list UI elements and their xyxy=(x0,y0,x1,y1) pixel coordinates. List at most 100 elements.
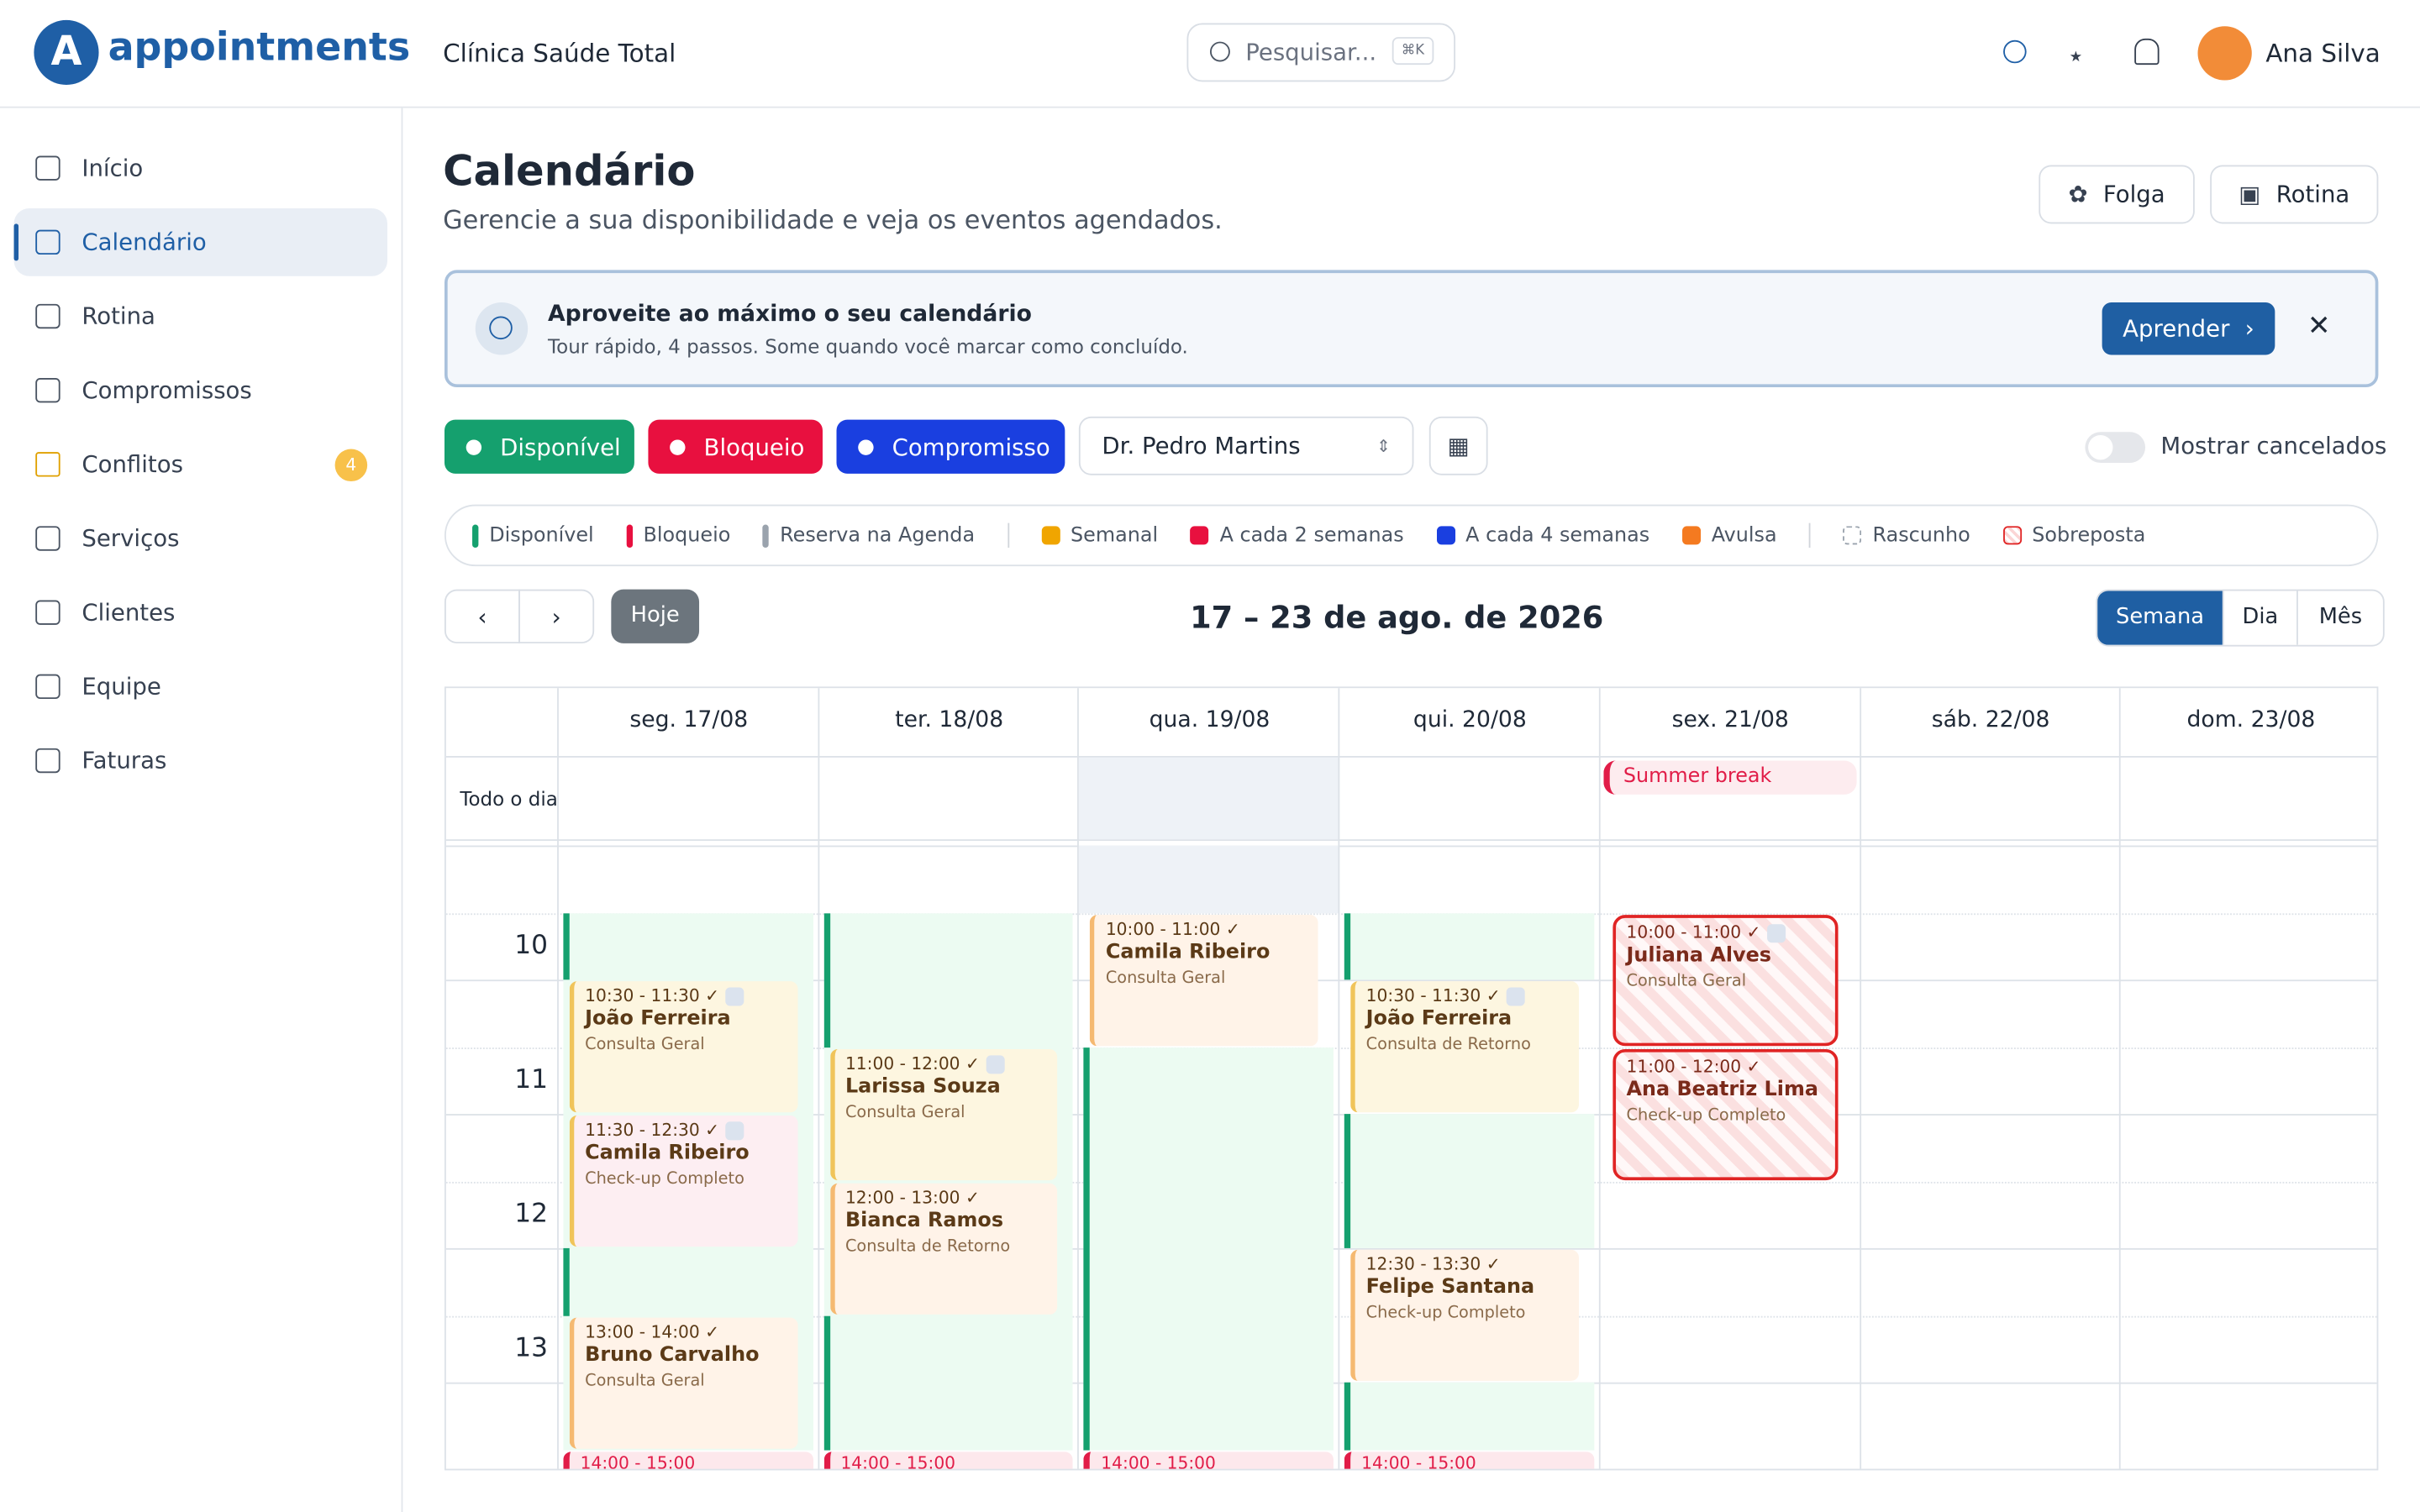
event[interactable]: 10:00 - 11:00 ✓ Camila Ribeiro Consulta Ge… xyxy=(1090,914,1318,1046)
grid-line xyxy=(445,979,2377,982)
nav-item[interactable]: Conflitos 4 xyxy=(14,430,387,498)
calendar-off-button[interactable]: ▦ xyxy=(1428,416,1488,475)
nav-icon xyxy=(35,378,60,403)
nav-item[interactable]: Equipe xyxy=(14,653,387,721)
filter-pill[interactable]: Compromisso xyxy=(836,419,1065,474)
nav-item[interactable]: Clientes xyxy=(14,579,387,647)
availability-bar xyxy=(823,912,830,1047)
bell-icon[interactable] xyxy=(2134,38,2160,66)
availability-bar xyxy=(1344,912,1351,980)
event-name: Bruno Carvalho xyxy=(585,1342,760,1367)
availability xyxy=(1344,912,1594,980)
banner-title: Aproveite ao máximo o seu calendário xyxy=(548,302,1032,328)
legend-swatch xyxy=(472,523,479,548)
legend-item: A cada 2 semanas xyxy=(1190,524,1404,547)
nav-item[interactable]: Rotina xyxy=(14,282,387,350)
all-day-line xyxy=(445,839,2377,848)
compass-icon[interactable] xyxy=(2003,39,2027,64)
filter-label: Compromisso xyxy=(892,433,1050,461)
event[interactable]: 11:30 - 12:30 ✓ Camila Ribeiro Check-up Co… xyxy=(569,1115,798,1247)
nav-item[interactable]: Serviços xyxy=(14,505,387,573)
event[interactable]: 14:00 - 15:00 xyxy=(1344,1451,1594,1469)
nav-item[interactable]: Início xyxy=(14,134,387,202)
toggle[interactable] xyxy=(2085,432,2146,464)
nav-item[interactable]: Faturas xyxy=(14,727,387,795)
header xyxy=(0,0,2420,108)
nav-icon xyxy=(35,452,60,477)
folga-label: Folga xyxy=(2102,180,2165,208)
view-button[interactable]: Mês xyxy=(2296,591,2383,645)
filter-pill[interactable]: Bloqueio xyxy=(648,419,823,474)
legend-item: Avulsa xyxy=(1681,524,1777,547)
hour-label: 11 xyxy=(514,1063,549,1095)
filter-pill[interactable]: Disponível xyxy=(444,419,634,474)
event[interactable]: 10:30 - 11:30 ✓ João Ferreira Consulta Ger… xyxy=(569,981,798,1113)
legend-label: A cada 4 semanas xyxy=(1465,523,1650,548)
legend-swatch xyxy=(1041,526,1060,545)
legend-label: Reserva na Agenda xyxy=(780,523,976,548)
rotina-button[interactable]: ▣ Rotina xyxy=(2210,165,2379,224)
event-time: 10:00 - 11:00 ✓ xyxy=(1105,918,1240,939)
day-column: qui. 20/08 10:30 - 11:30 ✓ João Ferreira Co… xyxy=(1338,688,1601,1469)
event-name: Ana Beatriz Lima xyxy=(1626,1077,1818,1101)
nav-item[interactable]: Compromissos xyxy=(14,356,387,424)
event[interactable]: 12:30 - 13:30 ✓ Felipe Santana Check-up Co… xyxy=(1350,1249,1579,1381)
nav-item[interactable]: Calendário xyxy=(13,207,388,276)
share-icon[interactable]: ⭑ xyxy=(2070,41,2082,70)
day-header: qua. 19/08 xyxy=(1149,708,1270,733)
nav-label: Equipe xyxy=(82,672,161,701)
event[interactable]: 14:00 - 15:00 xyxy=(1084,1451,1334,1469)
availability-bar xyxy=(1084,1047,1091,1450)
legend-group: Rascunho Sobreposta xyxy=(1843,524,2145,547)
view-switch: Semana Dia Mês xyxy=(2096,589,2385,647)
legend-swatch xyxy=(1681,526,1701,545)
view-button[interactable]: Semana xyxy=(2097,591,2223,645)
event-time: 14:00 - 15:00 xyxy=(580,1452,696,1471)
close-banner[interactable]: ✕ xyxy=(2307,310,2331,343)
event[interactable]: 10:30 - 11:30 ✓ João Ferreira Consulta de … xyxy=(1350,981,1579,1113)
event[interactable]: 11:00 - 12:00 ✓ Larissa Souza Consulta Ger… xyxy=(829,1048,1058,1180)
nav-label: Clientes xyxy=(82,598,176,627)
view-button[interactable]: Dia xyxy=(2222,591,2296,645)
availability-bar xyxy=(1344,1114,1351,1248)
event-name: Camila Ribeiro xyxy=(585,1142,750,1165)
filter-label: Disponível xyxy=(500,433,621,461)
today-button[interactable]: Hoje xyxy=(611,589,700,643)
provider-select[interactable]: Dr. Pedro Martins ⇕ xyxy=(1078,416,1414,475)
availability xyxy=(1344,1382,1594,1450)
nav-label: Calendário xyxy=(82,228,207,256)
recurring-icon xyxy=(725,1121,744,1141)
availability-bar xyxy=(563,912,570,980)
event[interactable]: 14:00 - 15:00 xyxy=(563,1451,813,1471)
legend-label: Semanal xyxy=(1070,523,1159,548)
logo[interactable]: A xyxy=(34,19,99,86)
all-day-label: Todo o dia xyxy=(460,786,558,811)
event-name: Juliana Alves xyxy=(1626,943,1771,967)
folga-button[interactable]: ✿ Folga xyxy=(2039,165,2195,224)
learn-button[interactable]: Aprender › xyxy=(2102,302,2275,355)
prev-button[interactable]: ‹ xyxy=(444,589,520,643)
toggle-label[interactable]: Mostrar cancelados xyxy=(2160,432,2387,460)
event[interactable]: 12:00 - 13:00 ✓ Bianca Ramos Consulta de R… xyxy=(829,1182,1058,1314)
event-service: Consulta Geral xyxy=(1105,968,1226,987)
event-time: 11:00 - 12:00 ✓ xyxy=(845,1053,1047,1074)
day-header: seg. 17/08 xyxy=(629,708,749,733)
nav-icon xyxy=(35,229,60,255)
event[interactable]: 13:00 - 14:00 ✓ Bruno Carvalho Consulta Ge… xyxy=(569,1316,798,1448)
search[interactable]: Pesquisar... ⌘K xyxy=(1186,23,1456,82)
legend-swatch xyxy=(762,523,770,548)
event[interactable]: 11:00 - 12:00 ✓ Ana Beatriz Lima Check-up … xyxy=(1612,1048,1839,1180)
active-bar xyxy=(13,223,19,261)
brand[interactable]: appointments xyxy=(108,24,411,70)
user-name[interactable]: Ana Silva xyxy=(2265,38,2381,68)
next-button[interactable]: › xyxy=(518,589,595,643)
event[interactable]: 10:00 - 11:00 ✓ Juliana Alves Consulta Ger… xyxy=(1612,914,1839,1046)
nav-icon xyxy=(35,748,60,774)
page-subtitle: Gerencie a sua disponibilidade e veja os… xyxy=(443,205,1223,235)
legend-item: A cada 4 semanas xyxy=(1436,523,1650,548)
avatar[interactable] xyxy=(2197,26,2252,81)
recurring-icon xyxy=(986,1054,1005,1074)
event[interactable]: 14:00 - 15:00 xyxy=(823,1451,1074,1469)
event-name: Camila Ribeiro xyxy=(1105,940,1270,964)
